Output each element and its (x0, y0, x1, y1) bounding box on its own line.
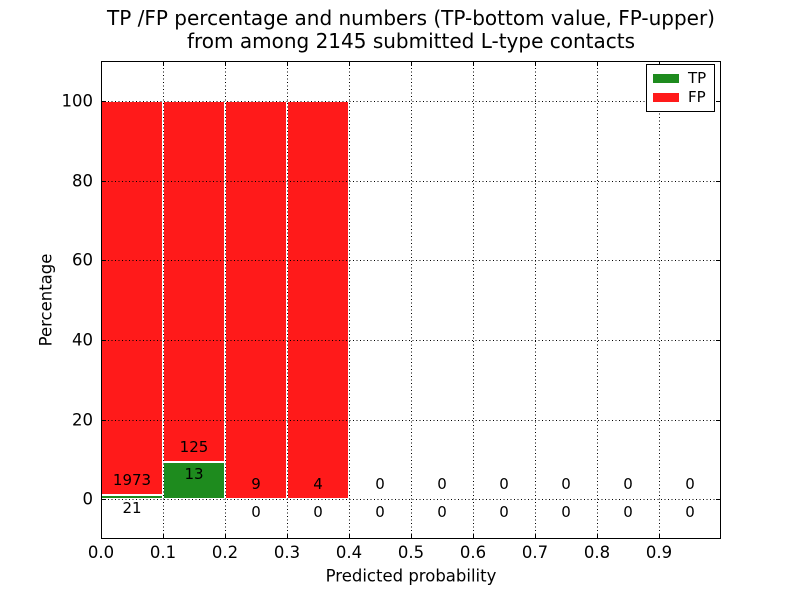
annotation-fp-count: 0 (499, 475, 509, 494)
x-tickmark-top (163, 61, 164, 66)
annotation-tp-count: 0 (313, 502, 323, 521)
y-tickmark-left (101, 499, 106, 501)
x-tickmark-bottom (659, 534, 660, 539)
y-tickmark-right (716, 499, 721, 501)
annotation-fp-count: 125 (179, 437, 209, 456)
legend: TP FP (646, 64, 715, 112)
x-tick-label: 0.5 (397, 543, 425, 562)
y-tickmark-right (716, 419, 721, 421)
x-tick-label: 0.0 (87, 543, 115, 562)
y-tickmark-right (716, 260, 721, 262)
legend-entry-fp: FP (647, 90, 714, 105)
x-tick-label: 0.1 (149, 543, 177, 562)
x-tickmark-bottom (163, 534, 164, 539)
x-tickmark-top (287, 61, 288, 66)
y-tick-label: 0 (82, 489, 94, 509)
annotation-fp-count: 0 (623, 475, 633, 494)
gridline-x-0.8 (597, 61, 598, 539)
gridline-x-0.7 (535, 61, 536, 539)
y-tick-label: 100 (61, 91, 94, 111)
annotation-fp-count: 0 (685, 475, 695, 494)
x-tick-label: 0.4 (335, 543, 363, 562)
annotation-tp-count: 0 (375, 502, 385, 521)
annotation-tp-count: 13 (184, 465, 204, 484)
x-tickmark-top (535, 61, 536, 66)
y-tickmark-right (716, 100, 721, 102)
bar-segment-fp (225, 100, 287, 500)
gridline-x-0 (101, 61, 102, 539)
legend-swatch-tp (653, 74, 679, 83)
annotation-fp-count: 4 (313, 475, 323, 494)
x-tickmark-bottom (101, 534, 102, 539)
gridline-x-0.4 (349, 61, 350, 539)
x-tick-label: 0.6 (459, 543, 487, 562)
x-tickmark-top (225, 61, 226, 66)
annotation-tp-count: 0 (623, 502, 633, 521)
annotation-tp-count: 0 (685, 502, 695, 521)
legend-label-tp: TP (688, 69, 707, 87)
x-tick-label: 0.8 (583, 543, 611, 562)
annotation-fp-count: 9 (251, 475, 261, 494)
x-tick-label: 0.3 (273, 543, 301, 562)
y-tick-label: 80 (72, 171, 93, 190)
x-tickmark-top (597, 61, 598, 66)
gridline-x-0.6 (473, 61, 474, 539)
annotation-tp-count: 0 (437, 502, 447, 521)
bar-segment-tp (163, 461, 225, 500)
x-tickmark-top (659, 61, 660, 66)
y-tickmark-left (101, 419, 106, 421)
bar-segment-fp (163, 100, 225, 462)
annotation-tp-count: 21 (122, 498, 142, 517)
x-axis-label: Predicted probability (325, 566, 497, 586)
gridline-x-0.9 (659, 61, 660, 539)
annotation-tp-count: 0 (251, 502, 261, 521)
chart-title-line-1: TP /FP percentage and numbers (TP-bottom… (107, 6, 715, 30)
x-tickmark-bottom (597, 534, 598, 539)
x-tickmark-top (473, 61, 474, 66)
gridline-x-0.3 (287, 61, 288, 539)
x-tickmark-top (411, 61, 412, 66)
x-tick-label: 0.9 (645, 543, 673, 562)
x-tickmark-bottom (411, 534, 412, 539)
x-tick-label: 0.7 (521, 543, 549, 562)
gridline-x-0.5 (411, 61, 412, 539)
annotation-tp-count: 0 (561, 502, 571, 521)
y-tick-label: 60 (72, 250, 93, 270)
y-tickmark-left (101, 339, 106, 341)
annotation-fp-count: 0 (561, 475, 571, 494)
y-tickmark-left (101, 260, 106, 262)
gridline-x-0.1 (163, 61, 164, 539)
y-tickmark-right (716, 180, 721, 182)
y-tickmark-left (101, 100, 106, 102)
bar-segment-fp (101, 100, 163, 495)
legend-label-fp: FP (688, 88, 706, 106)
annotation-fp-count: 1973 (112, 470, 152, 489)
x-tickmark-bottom (225, 534, 226, 539)
annotation-fp-count: 0 (375, 475, 385, 494)
x-tick-label: 0.2 (211, 543, 239, 562)
x-tickmark-top (349, 61, 350, 66)
legend-swatch-fp (653, 93, 679, 102)
x-tickmark-bottom (473, 534, 474, 539)
bar-segment-fp (287, 100, 349, 500)
x-tickmark-top (101, 61, 102, 66)
y-tickmark-left (101, 180, 106, 182)
legend-entry-tp: TP (647, 71, 714, 86)
x-tickmark-bottom (349, 534, 350, 539)
annotation-fp-count: 0 (437, 475, 447, 494)
x-tickmark-bottom (535, 534, 536, 539)
gridline-x-0.2 (225, 61, 226, 539)
chart-title: TP /FP percentage and numbers (TP-bottom… (0, 7, 800, 53)
chart-title-line-2: from among 2145 submitted L-type contact… (186, 29, 636, 53)
y-tick-label: 40 (72, 330, 93, 350)
annotation-tp-count: 0 (499, 502, 509, 521)
x-tickmark-bottom (287, 534, 288, 539)
y-tickmark-right (716, 339, 721, 341)
y-tick-label: 20 (72, 410, 93, 429)
